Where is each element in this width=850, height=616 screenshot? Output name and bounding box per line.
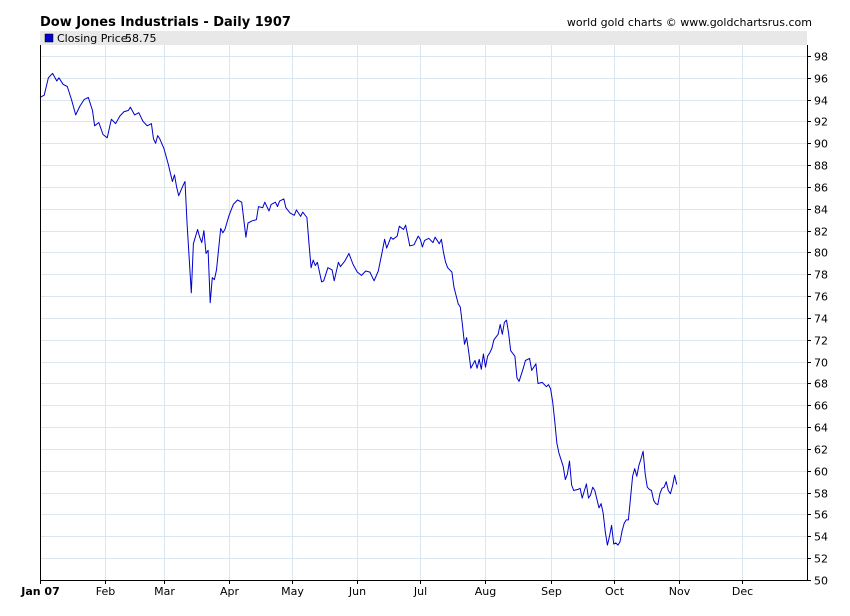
y-tick-label: 70 bbox=[814, 357, 828, 370]
x-tick-label: Mar bbox=[154, 585, 175, 598]
closing-price-line bbox=[39, 72, 678, 546]
x-tick-label: Nov bbox=[669, 585, 691, 598]
y-tick-label: 74 bbox=[814, 313, 828, 326]
y-tick-label: 86 bbox=[814, 182, 828, 195]
legend-bar bbox=[40, 31, 807, 45]
y-tick-label: 72 bbox=[814, 335, 828, 348]
y-tick-label: 84 bbox=[814, 204, 828, 217]
x-tick-label: Jun bbox=[348, 585, 366, 598]
x-tick-label: Apr bbox=[220, 585, 240, 598]
y-tick-label: 54 bbox=[814, 531, 828, 544]
y-tick-label: 66 bbox=[814, 400, 828, 413]
y-tick-label: 68 bbox=[814, 378, 828, 391]
y-tick-label: 60 bbox=[814, 466, 828, 479]
y-tick-label: 78 bbox=[814, 269, 828, 282]
y-tick-label: 90 bbox=[814, 138, 828, 151]
y-tick-label: 98 bbox=[814, 51, 828, 64]
x-tick-label: Jul bbox=[413, 585, 427, 598]
x-tick-label: Sep bbox=[541, 585, 562, 598]
y-tick-label: 50 bbox=[814, 575, 828, 588]
y-tick-label: 56 bbox=[814, 509, 828, 522]
chart-credit: world gold charts © www.goldchartsrus.co… bbox=[567, 16, 812, 29]
x-tick-label: Dec bbox=[732, 585, 753, 598]
axes bbox=[40, 45, 808, 581]
grid bbox=[40, 45, 807, 581]
y-tick-label: 58 bbox=[814, 488, 828, 501]
y-tick-label: 80 bbox=[814, 247, 828, 260]
x-tick-label: Feb bbox=[96, 585, 115, 598]
x-tick-label: May bbox=[281, 585, 304, 598]
chart-title: Dow Jones Industrials - Daily 1907 bbox=[40, 15, 291, 30]
y-tick-label: 96 bbox=[814, 73, 828, 86]
y-tick-label: 52 bbox=[814, 553, 828, 566]
y-tick-label: 82 bbox=[814, 226, 828, 239]
x-tick-label: Jan 07 bbox=[20, 585, 59, 598]
y-tick-label: 62 bbox=[814, 444, 828, 457]
y-tick-label: 94 bbox=[814, 95, 828, 108]
x-tick-label: Aug bbox=[475, 585, 496, 598]
y-tick-label: 64 bbox=[814, 422, 828, 435]
y-tick-label: 76 bbox=[814, 291, 828, 304]
x-ticks: Jan 07 Feb Mar Apr May Jun Jul Aug Sep Oct Nov Dec bbox=[20, 580, 753, 598]
y-ticks: 50 52 54 56 58 60 62 64 66 68 70 72 74 76 78 80 82 84 86 88… bbox=[807, 51, 828, 588]
y-tick-label: 92 bbox=[814, 116, 828, 129]
y-tick-label: 88 bbox=[814, 160, 828, 173]
legend-label: Closing Price: bbox=[57, 32, 131, 45]
legend-value: 58.75 bbox=[125, 32, 157, 45]
x-tick-label: Oct bbox=[605, 585, 625, 598]
legend-swatch bbox=[44, 33, 54, 43]
series-layer bbox=[39, 72, 678, 546]
